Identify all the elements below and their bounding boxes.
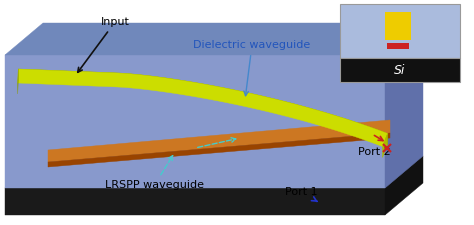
Text: Port 2: Port 2 — [358, 147, 391, 157]
Text: Si: Si — [394, 63, 406, 76]
Polygon shape — [383, 133, 387, 157]
Polygon shape — [385, 23, 423, 188]
Polygon shape — [5, 188, 385, 215]
Polygon shape — [18, 69, 387, 146]
Polygon shape — [387, 43, 409, 49]
Polygon shape — [5, 156, 423, 188]
Polygon shape — [48, 133, 390, 167]
Polygon shape — [48, 120, 390, 162]
Text: LRSPP waveguide: LRSPP waveguide — [105, 156, 204, 190]
Polygon shape — [340, 58, 460, 82]
Polygon shape — [385, 156, 423, 215]
Text: Port 1: Port 1 — [285, 187, 318, 201]
Text: Dielectric waveguide: Dielectric waveguide — [193, 40, 310, 96]
Polygon shape — [5, 23, 423, 55]
Polygon shape — [18, 69, 387, 144]
Polygon shape — [340, 4, 460, 58]
Text: Input: Input — [78, 17, 129, 72]
Polygon shape — [385, 12, 411, 40]
Polygon shape — [5, 55, 385, 188]
